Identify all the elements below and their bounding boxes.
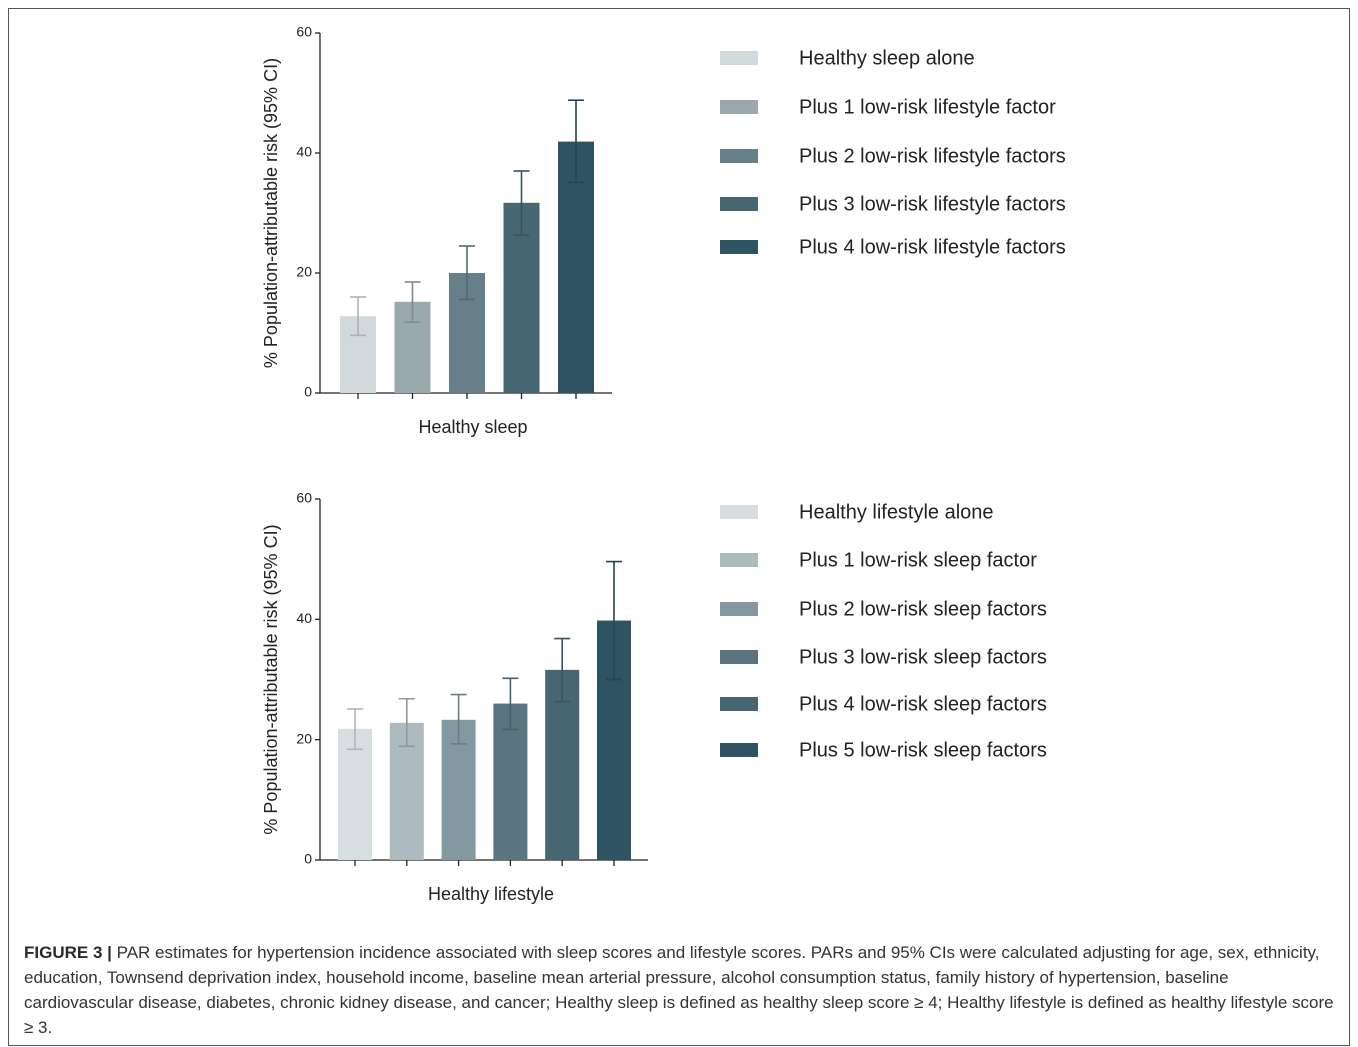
x-axis-label: Healthy lifestyle	[428, 884, 554, 904]
legend-swatch	[720, 602, 758, 616]
legend-label: Plus 2 low-risk lifestyle factors	[799, 145, 1066, 167]
error-bar	[568, 99, 584, 184]
legend-swatch	[720, 553, 758, 567]
y-tick-label: 20	[296, 730, 312, 746]
legend-label: Healthy sleep alone	[799, 47, 975, 69]
error-bar	[398, 697, 415, 748]
error-bar	[350, 296, 366, 337]
caption: FIGURE 3 | PAR estimates for hypertensio…	[24, 940, 1334, 1040]
y-tick-label: 0	[304, 384, 312, 400]
x-axis-label: Healthy sleep	[418, 417, 527, 437]
error-bar	[606, 560, 622, 681]
y-axis-label: % Population-attributable risk (95% CI)	[261, 524, 281, 834]
error-bar	[347, 708, 363, 751]
caption-text: PAR estimates for hypertension incidence…	[24, 943, 1334, 1037]
legend-swatch	[720, 100, 758, 114]
error-bar	[450, 693, 467, 745]
legend-label: Plus 1 low-risk lifestyle factor	[799, 96, 1056, 118]
legend-label: Plus 2 low-risk sleep factors	[799, 598, 1047, 620]
y-tick-label: 60	[296, 24, 312, 40]
legend-swatch	[720, 743, 758, 757]
legend-swatch	[720, 697, 758, 711]
error-bar	[459, 245, 475, 301]
figure-label: FIGURE 3 |	[24, 943, 112, 962]
frame	[8, 8, 1350, 1046]
legend-label: Plus 4 low-risk sleep factors	[799, 693, 1047, 715]
y-axis-label: % Population-attributable risk (95% CI)	[261, 58, 281, 368]
y-tick-label: 40	[296, 144, 312, 160]
legend-swatch	[720, 505, 758, 519]
legend-swatch	[720, 240, 758, 254]
y-tick-label: 0	[304, 851, 312, 867]
legend-label: Plus 5 low-risk sleep factors	[799, 739, 1047, 761]
error-bar	[513, 170, 530, 236]
legend-swatch	[720, 149, 758, 163]
legend-label: Plus 3 low-risk sleep factors	[799, 646, 1047, 668]
y-tick-label: 40	[296, 610, 312, 626]
y-tick-label: 20	[296, 264, 312, 280]
legend-label: Plus 3 low-risk lifestyle factors	[799, 193, 1066, 215]
bar	[338, 728, 372, 860]
legend-swatch	[720, 650, 758, 664]
y-tick-label: 60	[296, 490, 312, 506]
legend-label: Plus 1 low-risk sleep factor	[799, 549, 1037, 571]
bar	[558, 141, 594, 393]
legend-label: Plus 4 low-risk lifestyle factors	[799, 236, 1066, 258]
error-bar	[502, 677, 519, 731]
error-bar	[404, 281, 421, 324]
legend-swatch	[720, 197, 758, 211]
legend-label: Healthy lifestyle alone	[799, 501, 994, 523]
error-bar	[554, 637, 571, 703]
legend-swatch	[720, 51, 758, 65]
